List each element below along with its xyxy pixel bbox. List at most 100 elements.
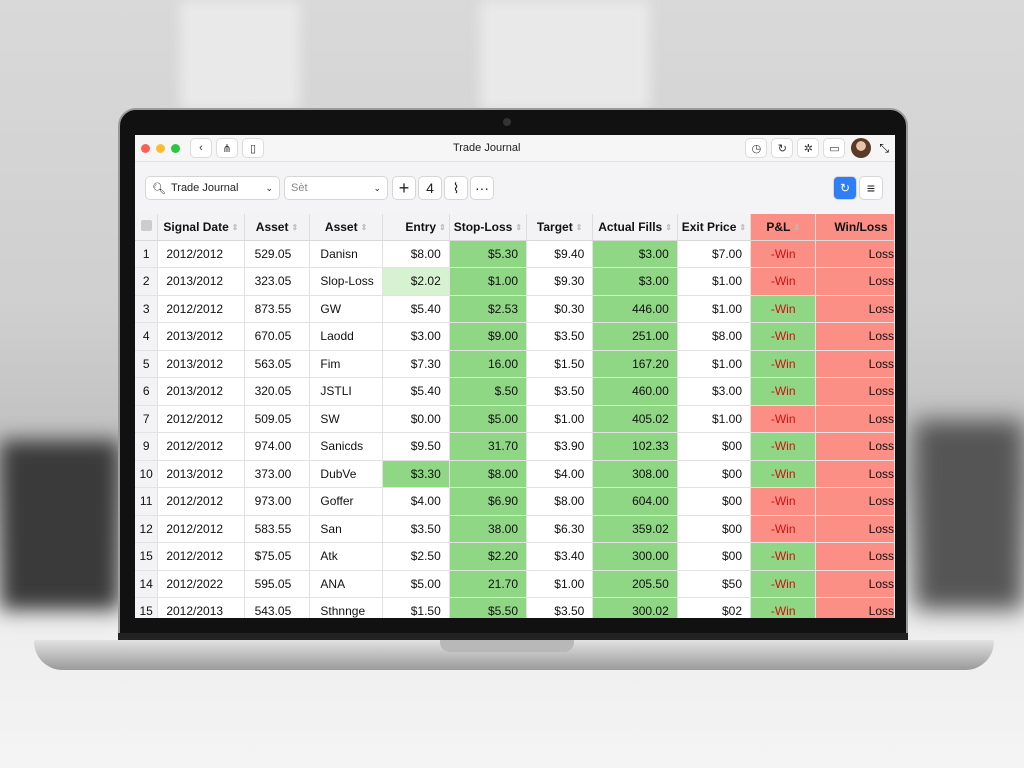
- cell-stop[interactable]: $2.20: [449, 542, 528, 571]
- table-row[interactable]: 6 2013/2012 320.05 JSTLI $5.40 $.50 $3.50 460.0…: [135, 377, 895, 406]
- cell-wl[interactable]: Loss: [815, 570, 895, 598]
- cell-exit[interactable]: $1.00: [677, 350, 752, 378]
- cell-pl[interactable]: -Win: [750, 542, 817, 571]
- cell-a2[interactable]: Slop-Loss: [309, 267, 383, 296]
- cell-exit[interactable]: $3.00: [677, 377, 752, 406]
- cell-entry[interactable]: $8.00: [382, 240, 450, 268]
- cell-exit[interactable]: $00: [677, 460, 752, 488]
- sort-icon[interactable]: ⇕: [231, 223, 239, 233]
- cell-n[interactable]: 6: [135, 377, 159, 406]
- column-header[interactable]: Signal Date ⇕: [157, 214, 245, 241]
- menu-button[interactable]: ≡: [859, 176, 883, 200]
- cell-wl[interactable]: Loss: [815, 377, 895, 406]
- cell-wl[interactable]: Loss: [815, 487, 895, 516]
- cell-a2[interactable]: JSTLI: [309, 377, 383, 406]
- cell-entry[interactable]: $0.00: [382, 405, 450, 433]
- cell-fills[interactable]: 251.00: [592, 322, 678, 351]
- cell-stop[interactable]: $5.30: [449, 240, 528, 268]
- table-row[interactable]: 7 2012/2012 509.05 SW $0.00 $5.00 $1.00 405.02 $…: [135, 405, 895, 433]
- broadcast-button[interactable]: ⌇: [444, 176, 468, 200]
- cell-target[interactable]: $3.50: [526, 597, 594, 618]
- table-row[interactable]: 2 2013/2012 323.05 Slop-Loss $2.02 $1.00 $9.30…: [135, 267, 895, 296]
- filter-select[interactable]: Sèt ⌄: [284, 176, 388, 200]
- cell-wl[interactable]: Loss: [815, 515, 895, 543]
- column-header[interactable]: Stop-Loss ⇕: [449, 214, 528, 241]
- cell-a1[interactable]: 873.55: [244, 295, 311, 323]
- cell-n[interactable]: 5: [135, 350, 159, 378]
- cell-wl[interactable]: Loss: [815, 350, 895, 378]
- cell-n[interactable]: 2: [135, 267, 159, 296]
- cell-fills[interactable]: 460.00: [592, 377, 678, 406]
- cell-wl[interactable]: Loss: [815, 542, 895, 571]
- avatar[interactable]: [851, 138, 872, 158]
- cell-pl[interactable]: -Win: [750, 377, 817, 406]
- history-button[interactable]: ◷: [745, 138, 768, 158]
- extensions-button[interactable]: ✲: [797, 138, 820, 158]
- sort-icon[interactable]: ⇕: [360, 223, 368, 233]
- cell-a2[interactable]: Sanicds: [309, 432, 383, 461]
- cell-a2[interactable]: Danisn: [309, 240, 383, 268]
- cell-entry[interactable]: $3.50: [382, 515, 450, 543]
- cell-a2[interactable]: SW: [309, 405, 383, 433]
- cell-fills[interactable]: 300.02: [592, 597, 678, 618]
- cell-n[interactable]: 10: [135, 460, 159, 488]
- cell-fills[interactable]: $3.00: [592, 240, 678, 268]
- cell-target[interactable]: $1.00: [526, 405, 594, 433]
- cell-target[interactable]: $9.30: [526, 267, 594, 296]
- cell-a2[interactable]: San: [309, 515, 383, 543]
- cell-target[interactable]: $3.50: [526, 377, 594, 406]
- cell-target[interactable]: $0.30: [526, 295, 594, 323]
- cell-date[interactable]: 2012/2012: [157, 515, 245, 543]
- cell-wl[interactable]: Loss: [815, 597, 895, 618]
- cell-pl[interactable]: -Win: [750, 597, 817, 618]
- cell-wl[interactable]: Loss: [815, 460, 895, 488]
- more-button[interactable]: ···: [470, 176, 494, 200]
- cell-stop[interactable]: 31.70: [449, 432, 528, 461]
- sort-icon[interactable]: ⇕: [665, 223, 672, 233]
- column-header[interactable]: Exit Price ⇕: [677, 214, 752, 241]
- table-row[interactable]: 4 2013/2012 670.05 Laodd $3.00 $9.00 $3.50 251.…: [135, 322, 895, 351]
- cell-wl[interactable]: Loss: [815, 322, 895, 351]
- cell-stop[interactable]: $1.00: [449, 267, 528, 296]
- cell-exit[interactable]: $00: [677, 487, 752, 516]
- cell-date[interactable]: 2012/2012: [157, 240, 245, 268]
- cell-stop[interactable]: 38.00: [449, 515, 528, 543]
- cell-n[interactable]: 9: [135, 432, 159, 461]
- cell-n[interactable]: 15: [135, 542, 159, 571]
- cell-date[interactable]: 2012/2013: [157, 597, 245, 618]
- cell-fills[interactable]: 359.02: [592, 515, 678, 543]
- sort-icon[interactable]: ⇕: [439, 223, 446, 233]
- table-row[interactable]: 14 2012/2022 595.05 ANA $5.00 21.70 $1.00 205.5…: [135, 570, 895, 598]
- column-header[interactable]: P&L ⇕: [750, 214, 817, 241]
- cell-stop[interactable]: $9.00: [449, 322, 528, 351]
- cell-target[interactable]: $1.50: [526, 350, 594, 378]
- cell-a2[interactable]: Goffer: [309, 487, 383, 516]
- cell-a1[interactable]: 320.05: [244, 377, 311, 406]
- cell-entry[interactable]: $7.30: [382, 350, 450, 378]
- sidebar-toggle-button[interactable]: ▯: [242, 138, 264, 158]
- cell-a1[interactable]: 670.05: [244, 322, 311, 351]
- cell-a1[interactable]: 373.00: [244, 460, 311, 488]
- cell-date[interactable]: 2013/2012: [157, 377, 245, 406]
- cell-stop[interactable]: $5.50: [449, 597, 528, 618]
- select-all-checkbox[interactable]: [135, 214, 159, 241]
- cell-a1[interactable]: $75.05: [244, 542, 311, 571]
- split-button[interactable]: ⋔: [216, 138, 238, 158]
- cell-exit[interactable]: $1.00: [677, 267, 752, 296]
- cell-entry[interactable]: $5.00: [382, 570, 450, 598]
- cell-fills[interactable]: 604.00: [592, 487, 678, 516]
- cell-wl[interactable]: Loss: [815, 240, 895, 268]
- cell-entry[interactable]: $1.50: [382, 597, 450, 618]
- cell-pl[interactable]: -Win: [750, 487, 817, 516]
- cell-a1[interactable]: 563.05: [244, 350, 311, 378]
- cell-entry[interactable]: $5.40: [382, 295, 450, 323]
- cell-target[interactable]: $3.50: [526, 322, 594, 351]
- cell-date[interactable]: 2012/2012: [157, 432, 245, 461]
- cell-stop[interactable]: $5.00: [449, 405, 528, 433]
- cell-stop[interactable]: 16.00: [449, 350, 528, 378]
- cell-target[interactable]: $4.00: [526, 460, 594, 488]
- cell-fills[interactable]: 300.00: [592, 542, 678, 571]
- cell-exit[interactable]: $00: [677, 515, 752, 543]
- cell-date[interactable]: 2012/2012: [157, 542, 245, 571]
- cell-n[interactable]: 4: [135, 322, 159, 351]
